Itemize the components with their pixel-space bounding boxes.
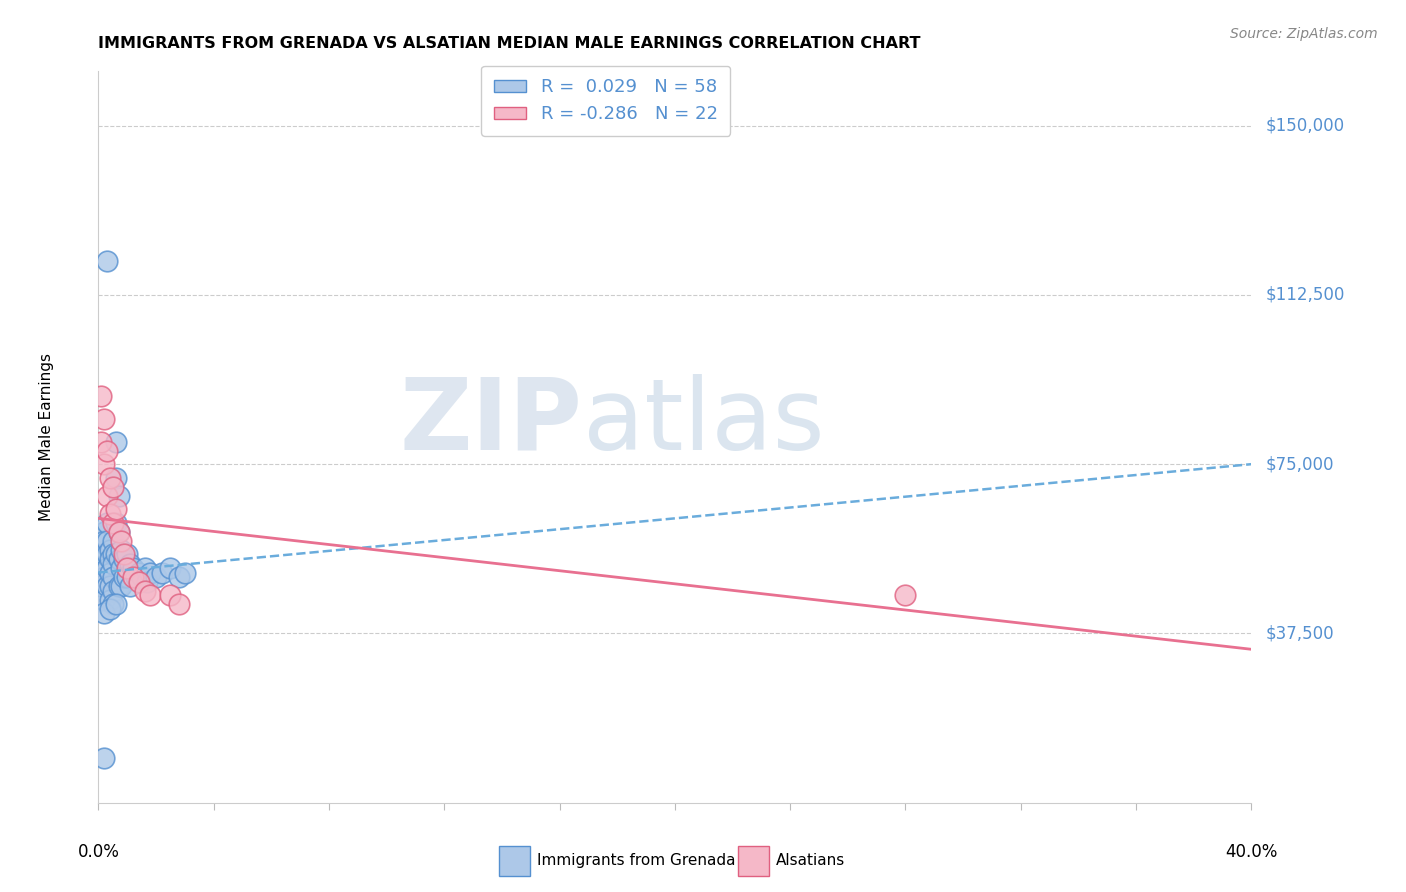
- Text: 40.0%: 40.0%: [1225, 843, 1278, 861]
- Text: Immigrants from Grenada: Immigrants from Grenada: [537, 854, 735, 868]
- Point: [96, 561, 118, 575]
- Point: [104, 471, 127, 485]
- Point: [159, 561, 181, 575]
- Text: $112,500: $112,500: [1265, 285, 1344, 304]
- Point: [167, 597, 190, 611]
- Point: [104, 597, 127, 611]
- Point: [90, 389, 112, 403]
- Point: [112, 552, 135, 566]
- Point: [117, 570, 138, 584]
- Point: [104, 434, 127, 449]
- Point: [98, 579, 121, 593]
- Point: [125, 570, 148, 584]
- Point: [120, 579, 142, 593]
- Point: [110, 533, 132, 548]
- Point: [128, 566, 150, 580]
- Point: [128, 574, 150, 589]
- Point: [93, 606, 115, 620]
- Point: [145, 570, 167, 584]
- Point: [96, 443, 118, 458]
- Point: [101, 516, 124, 530]
- Point: [90, 579, 112, 593]
- Text: 0.0%: 0.0%: [77, 843, 120, 861]
- Point: [101, 533, 124, 548]
- Point: [98, 543, 121, 558]
- Text: Source: ZipAtlas.com: Source: ZipAtlas.com: [1230, 27, 1378, 41]
- Point: [101, 570, 124, 584]
- Point: [98, 592, 121, 607]
- Point: [104, 516, 127, 530]
- Point: [110, 561, 132, 575]
- Point: [93, 570, 115, 584]
- Point: [93, 457, 115, 471]
- Point: [159, 588, 181, 602]
- Point: [134, 561, 156, 575]
- Point: [122, 570, 145, 584]
- Text: ZIP: ZIP: [399, 374, 582, 471]
- Point: [93, 412, 115, 426]
- Point: [136, 574, 159, 589]
- Point: [120, 557, 142, 571]
- Legend: R =  0.029   N = 58, R = -0.286   N = 22: R = 0.029 N = 58, R = -0.286 N = 22: [481, 66, 730, 136]
- Point: [101, 597, 124, 611]
- Point: [112, 548, 135, 562]
- Text: IMMIGRANTS FROM GRENADA VS ALSATIAN MEDIAN MALE EARNINGS CORRELATION CHART: IMMIGRANTS FROM GRENADA VS ALSATIAN MEDI…: [98, 36, 921, 51]
- Point: [139, 588, 162, 602]
- Point: [101, 583, 124, 598]
- Point: [93, 592, 115, 607]
- Point: [101, 480, 124, 494]
- Text: $37,500: $37,500: [1265, 624, 1334, 642]
- Point: [96, 579, 118, 593]
- Point: [112, 570, 135, 584]
- Point: [96, 516, 118, 530]
- Point: [117, 561, 138, 575]
- Point: [150, 566, 173, 580]
- Point: [174, 566, 197, 580]
- Point: [96, 254, 118, 268]
- Point: [139, 566, 162, 580]
- Point: [110, 579, 132, 593]
- Point: [96, 533, 118, 548]
- Point: [107, 489, 129, 503]
- Point: [110, 543, 132, 558]
- Point: [104, 548, 127, 562]
- Point: [107, 524, 129, 539]
- Point: [101, 557, 124, 571]
- Point: [107, 552, 129, 566]
- Point: [134, 583, 156, 598]
- Text: $150,000: $150,000: [1265, 117, 1344, 135]
- Point: [90, 561, 112, 575]
- Point: [93, 548, 115, 562]
- Point: [117, 548, 138, 562]
- Point: [93, 524, 115, 539]
- Text: $75,000: $75,000: [1265, 455, 1334, 473]
- Point: [93, 533, 115, 548]
- Point: [98, 601, 121, 615]
- Point: [93, 750, 115, 764]
- Point: [96, 548, 118, 562]
- Point: [90, 548, 112, 562]
- Text: Median Male Earnings: Median Male Earnings: [39, 353, 53, 521]
- Point: [98, 566, 121, 580]
- Text: atlas: atlas: [582, 374, 824, 471]
- Point: [96, 489, 118, 503]
- Point: [167, 570, 190, 584]
- Point: [98, 471, 121, 485]
- Text: Alsatians: Alsatians: [776, 854, 845, 868]
- Point: [90, 434, 112, 449]
- Point: [122, 561, 145, 575]
- Point: [894, 588, 917, 602]
- Point: [107, 524, 129, 539]
- Point: [101, 548, 124, 562]
- Point: [98, 507, 121, 521]
- Point: [104, 502, 127, 516]
- Point: [98, 552, 121, 566]
- Point: [107, 579, 129, 593]
- Point: [131, 570, 153, 584]
